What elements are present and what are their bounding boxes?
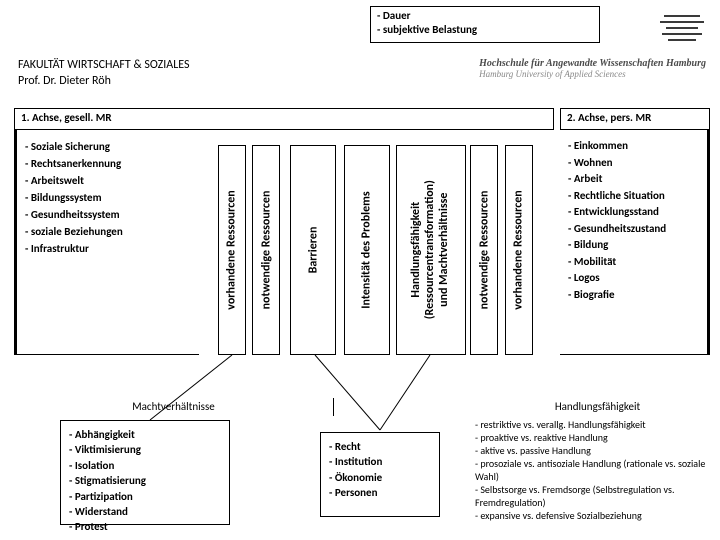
faculty-block: FAKULTÄT WIRTSCHAFT & SOZIALES Prof. Dr.… xyxy=(18,58,190,89)
dim-list: - Recht - Institution - Ökonomie - Perso… xyxy=(329,440,382,499)
axis-1-header: 1. Achse, gesell. MR xyxy=(14,108,554,130)
personal-resources-text: - Einkommen - Wohnen - Arbeit - Rechtlic… xyxy=(568,139,666,301)
personal-resources-box: - Einkommen - Wohnen - Arbeit - Rechtlic… xyxy=(560,130,710,355)
societal-resources-text: - Soziale Sicherung - Rechtsanerkennung … xyxy=(25,140,123,255)
col-handlungsfaehigkeit: Handlungsfähigkeit (Ressourcentransforma… xyxy=(396,145,466,355)
machtverhaeltnisse-header: Machtverhältnisse xyxy=(14,398,334,416)
societal-resources-box: - Soziale Sicherung - Rechtsanerkennung … xyxy=(14,130,199,355)
axis-2-header: 2. Achse, pers. MR xyxy=(560,108,710,130)
col-vorhandene-1: vorhandene Ressourcen xyxy=(218,145,246,355)
hf-list: - restriktive vs. verallg. Handlungsfähi… xyxy=(475,418,705,522)
col-notwendige-2: notwendige Ressourcen xyxy=(470,145,498,355)
col-intensitaet: Intensität des Problems xyxy=(344,145,390,355)
professor-name: Prof. Dr. Dieter Röh xyxy=(18,74,190,90)
duration-load-box: - Dauer - subjektive Belastung xyxy=(370,6,600,43)
uni-name-en: Hamburg University of Applied Sciences xyxy=(479,69,706,79)
col-barrieren: Barrieren xyxy=(290,145,336,355)
university-logo-text: Hochschule für Angewandte Wissenschaften… xyxy=(479,58,706,79)
faculty-name: FAKULTÄT WIRTSCHAFT & SOZIALES xyxy=(18,58,190,74)
col-vorhandene-2: vorhandene Ressourcen xyxy=(505,145,533,355)
uni-name-de: Hochschule für Angewandte Wissenschaften… xyxy=(479,58,706,69)
top-line-1: - Dauer xyxy=(377,9,593,23)
col-notwendige-1: notwendige Ressourcen xyxy=(252,145,280,355)
handlungsfaehigkeit-header: Handlungsfähigkeit xyxy=(485,398,710,416)
handlungsfaehigkeit-list: - restriktive vs. verallg. Handlungsfähi… xyxy=(475,418,710,522)
haw-logo-icon xyxy=(656,10,706,44)
dimensions-box: - Recht - Institution - Ökonomie - Perso… xyxy=(320,432,440,517)
top-line-2: - subjektive Belastung xyxy=(377,23,593,37)
machtverhaeltnisse-box: - Abhängigkeit - Viktimisierung - Isolat… xyxy=(60,420,230,525)
mv-list: - Abhängigkeit - Viktimisierung - Isolat… xyxy=(69,428,146,533)
